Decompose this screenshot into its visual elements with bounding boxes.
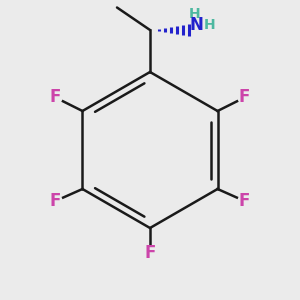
Text: F: F	[50, 192, 61, 210]
Text: F: F	[239, 88, 250, 106]
Text: N: N	[190, 16, 203, 34]
Text: F: F	[239, 192, 250, 210]
Text: F: F	[50, 88, 61, 106]
Text: H: H	[204, 18, 215, 32]
Text: F: F	[144, 244, 156, 262]
Text: H: H	[189, 8, 201, 21]
